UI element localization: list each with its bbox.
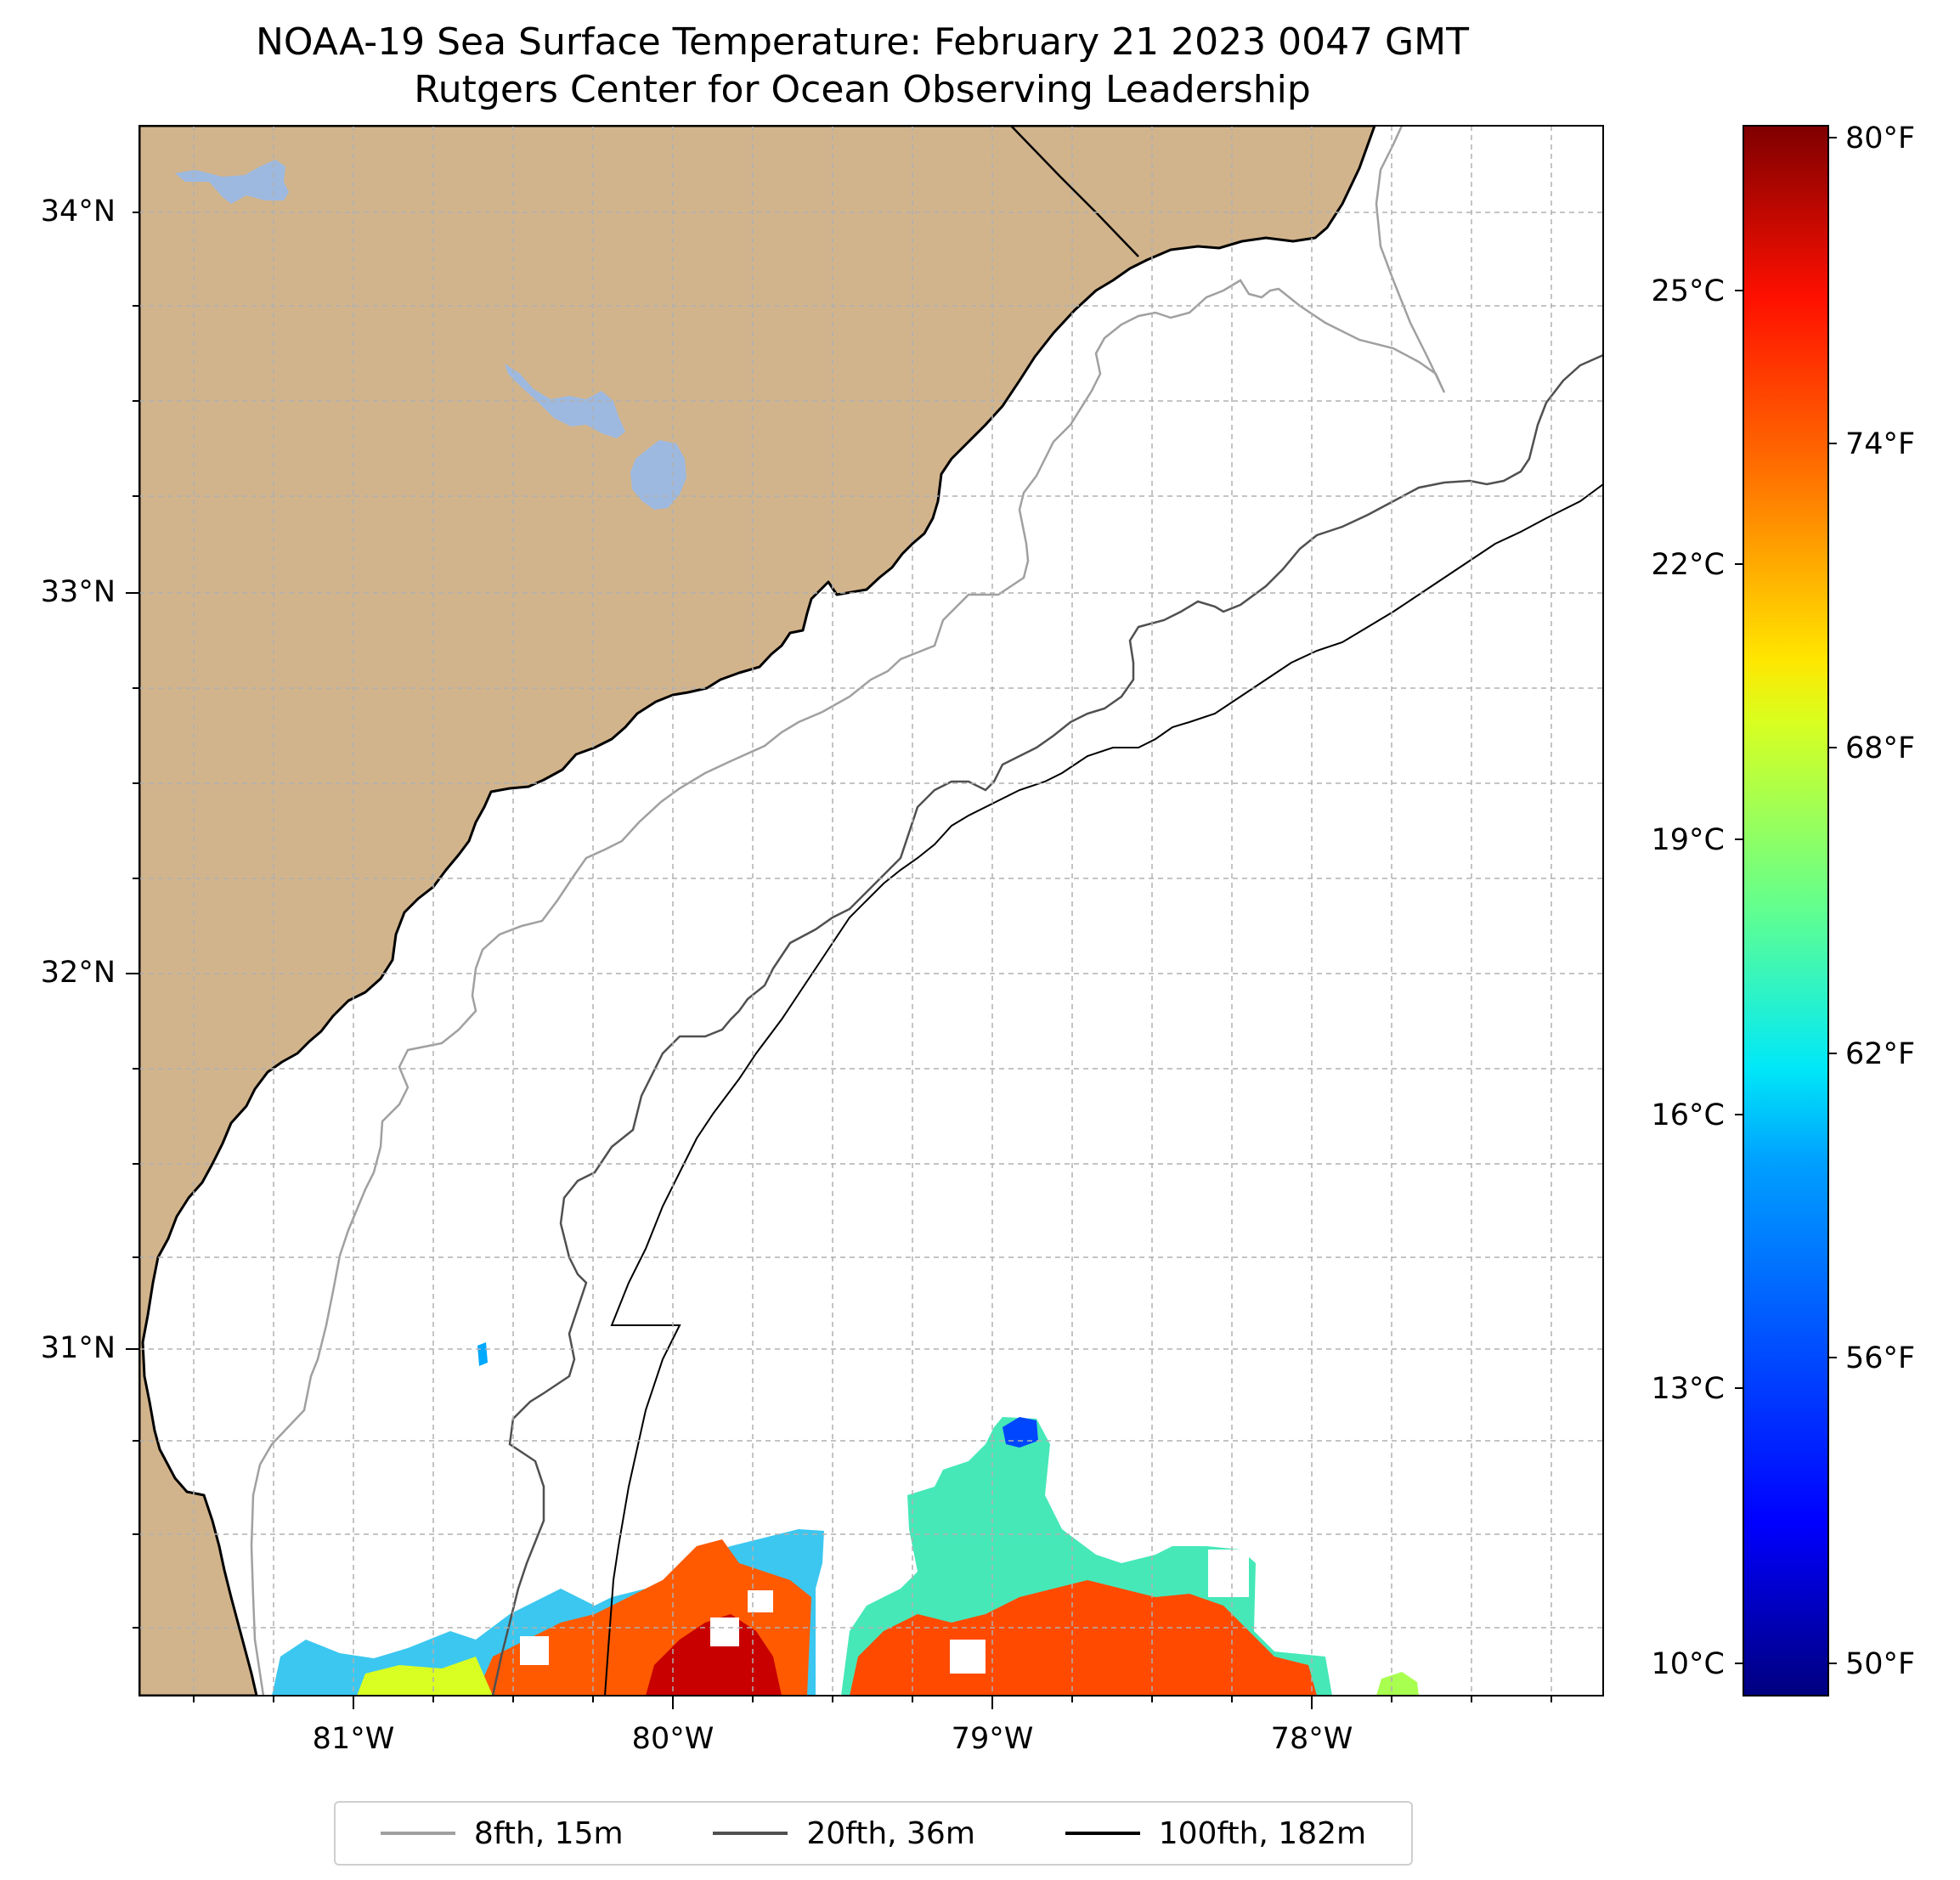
legend-line-100fth [1065,1832,1140,1835]
legend-label-20fth: 20fth, 36m [806,1815,975,1851]
sst-swath [272,1342,1419,1696]
cloud-gap-3 [950,1640,986,1674]
colorbar-label-74f: 74°F [1845,427,1915,461]
colorbar-label-68f: 68°F [1845,731,1915,765]
colorbar-label-16c: 16°C [1652,1098,1725,1132]
legend-label-100fth: 100fth, 182m [1158,1815,1367,1851]
legend-line-8fth [380,1832,455,1835]
legend-entry-8fth: 8fth, 15m [380,1815,624,1851]
colorbar-fahrenheit-ticks [1828,137,1837,1664]
colorbar-label-80f: 80°F [1845,121,1915,155]
colorbar-label-13c: 13°C [1652,1372,1725,1406]
lon-label-78w: 78°W [1271,1722,1353,1756]
lat-tick-marks [126,212,139,1629]
colorbar-label-50f: 50°F [1845,1647,1915,1681]
colorbar-label-56f: 56°F [1845,1341,1915,1375]
colorbar-label-62f: 62°F [1845,1037,1915,1071]
title-line-1: NOAA-19 Sea Surface Temperature: Februar… [256,20,1469,64]
land-area [139,126,1376,1696]
lon-label-80w: 80°W [632,1722,715,1756]
sst-small-patch-coast [477,1342,488,1366]
colorbar-label-25c: 25°C [1652,274,1725,308]
lon-label-81w: 81°W [313,1722,395,1756]
sst-hot-core-left [646,1614,782,1696]
isobath-legend: 8fth, 15m 20fth, 36m 100fth, 182m [334,1801,1413,1866]
cloud-gap-5 [1208,1550,1249,1597]
colorbar-celsius-ticks [1735,290,1743,1664]
legend-entry-20fth: 20fth, 36m [713,1816,975,1851]
lon-label-79w: 79°W [952,1722,1034,1756]
sst-yellow-region-left [357,1657,493,1696]
map-title: NOAA-19 Sea Surface Temperature: Februar… [0,19,1725,114]
legend-entry-100fth: 100fth, 182m [1065,1816,1366,1851]
lon-tick-marks [193,1696,1552,1709]
title-line-2: Rutgers Center for Ocean Observing Leade… [414,68,1311,111]
colorbar-label-22c: 22°C [1652,548,1725,582]
lat-label-32n: 32°N [41,956,116,990]
cloud-gap-2 [748,1590,773,1612]
colorbar-label-10c: 10°C [1652,1647,1725,1681]
lat-label-33n: 33°N [41,575,116,609]
lake-north [175,160,289,204]
legend-label-8fth: 8fth, 15m [473,1815,624,1851]
cloud-gap-4 [520,1636,549,1665]
colorbar-label-19c: 19°C [1652,823,1725,857]
state-border [1010,126,1139,257]
isobath-20fth [491,353,1603,1696]
sst-deep-blue-patch [1003,1417,1038,1448]
cloud-gap-1 [710,1617,739,1646]
lat-label-31n: 31°N [41,1331,116,1365]
lat-label-34n: 34°N [41,195,116,229]
map-frame [138,125,1604,1697]
gridlines [139,126,1603,1696]
isobath-100fth [604,483,1603,1696]
colorbar [1743,125,1829,1697]
sst-small-patch-east [1376,1672,1419,1696]
legend-line-20fth [713,1832,788,1835]
